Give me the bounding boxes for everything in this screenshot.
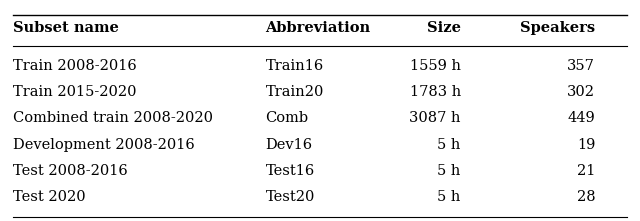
Text: 5 h: 5 h [437, 137, 461, 152]
Text: 28: 28 [577, 190, 595, 204]
Text: 3087 h: 3087 h [410, 111, 461, 126]
Text: 21: 21 [577, 164, 595, 178]
Text: Comb: Comb [266, 111, 308, 126]
Text: Train20: Train20 [266, 85, 324, 99]
Text: 19: 19 [577, 137, 595, 152]
Text: 5 h: 5 h [437, 190, 461, 204]
Text: Size: Size [427, 21, 461, 35]
Text: Subset name: Subset name [13, 21, 118, 35]
Text: Dev16: Dev16 [266, 137, 313, 152]
Text: 449: 449 [568, 111, 595, 126]
Text: Test20: Test20 [266, 190, 315, 204]
Text: Test 2020: Test 2020 [13, 190, 85, 204]
Text: Test16: Test16 [266, 164, 315, 178]
Text: Train16: Train16 [266, 59, 324, 73]
Text: Abbreviation: Abbreviation [266, 21, 371, 35]
Text: 302: 302 [567, 85, 595, 99]
Text: Train 2008-2016: Train 2008-2016 [13, 59, 136, 73]
Text: Train 2015-2020: Train 2015-2020 [13, 85, 136, 99]
Text: Speakers: Speakers [520, 21, 595, 35]
Text: 5 h: 5 h [437, 164, 461, 178]
Text: 1783 h: 1783 h [410, 85, 461, 99]
Text: 357: 357 [567, 59, 595, 73]
Text: 1559 h: 1559 h [410, 59, 461, 73]
Text: Development 2008-2016: Development 2008-2016 [13, 137, 195, 152]
Text: Test 2008-2016: Test 2008-2016 [13, 164, 127, 178]
Text: Combined train 2008-2020: Combined train 2008-2020 [13, 111, 212, 126]
